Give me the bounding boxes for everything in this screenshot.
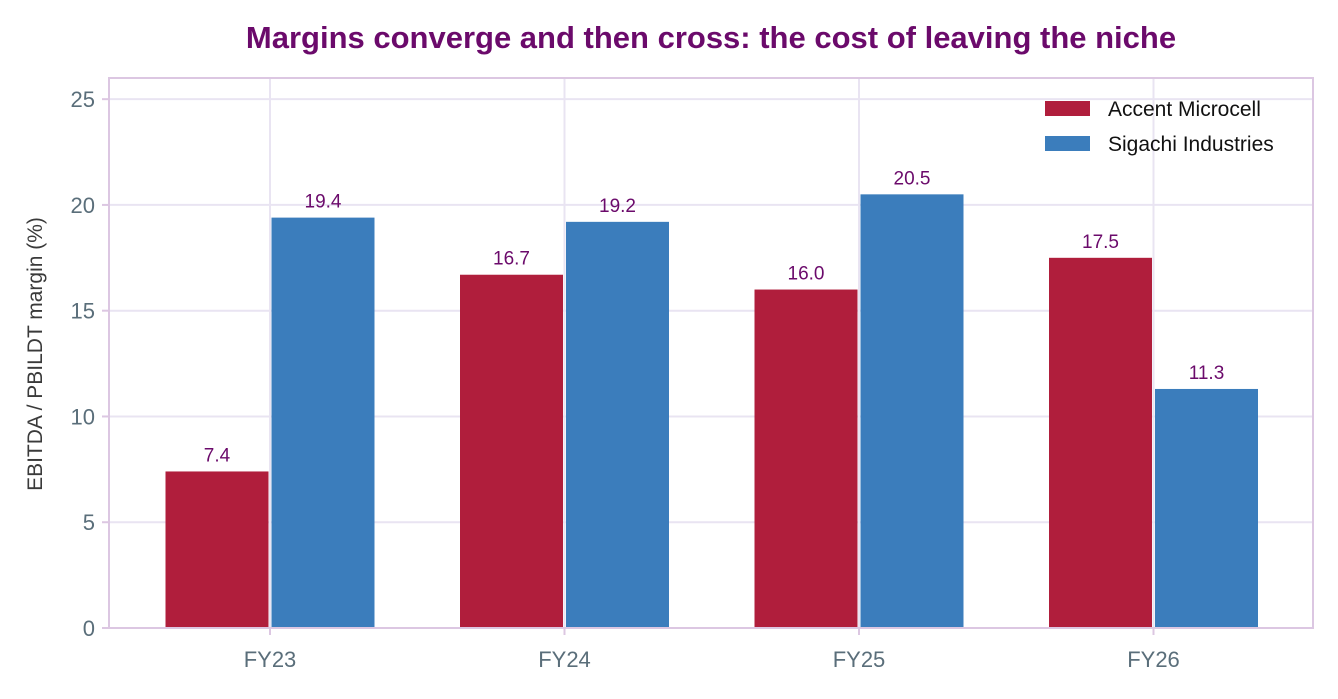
data-label: 7.4 (204, 445, 231, 466)
bar (860, 194, 964, 628)
bar (271, 217, 375, 628)
axis-ticks: 0 5 10 15 20 25 FY23 FY24 FY25 FY26 (71, 87, 1180, 672)
bar (1049, 257, 1152, 628)
y-axis-label: EBITDA / PBILDT margin (%) (24, 217, 47, 491)
legend-swatch (1045, 136, 1090, 151)
data-label: 16.7 (493, 249, 530, 270)
legend-label: Accent Microcell (1108, 98, 1261, 121)
data-label: 17.5 (1082, 232, 1119, 253)
legend-label: Sigachi Industries (1108, 133, 1274, 156)
legend-swatch (1045, 101, 1090, 116)
y-tick-label: 5 (83, 510, 95, 535)
x-tick-label: FY23 (244, 647, 297, 672)
chart-title: Margins converge and then cross: the cos… (246, 20, 1176, 55)
x-tick-label: FY25 (833, 647, 886, 672)
plot-frame (108, 77, 1314, 629)
x-tick-label: FY26 (1127, 647, 1180, 672)
bar (460, 274, 563, 628)
bar (754, 289, 858, 628)
y-tick-label: 0 (83, 616, 95, 641)
legend: Accent Microcell Sigachi Industries (1045, 98, 1274, 156)
y-tick-label: 25 (71, 87, 95, 112)
data-label: 19.4 (305, 192, 342, 213)
plot-border (108, 77, 1314, 629)
data-label: 16.0 (788, 264, 825, 285)
bar (165, 471, 269, 628)
y-tick-label: 20 (71, 193, 95, 218)
data-label: 19.2 (599, 196, 636, 217)
value-labels: 7.4 16.7 16.0 17.5 19.4 19.2 20.5 11.3 (204, 168, 1225, 466)
bars (165, 194, 1258, 628)
bar (1155, 388, 1258, 628)
data-label: 11.3 (1189, 363, 1225, 384)
y-tick-label: 10 (71, 404, 95, 429)
x-tick-label: FY24 (538, 647, 591, 672)
data-label: 20.5 (894, 168, 931, 189)
y-tick-label: 15 (71, 299, 95, 324)
bar (566, 221, 669, 628)
